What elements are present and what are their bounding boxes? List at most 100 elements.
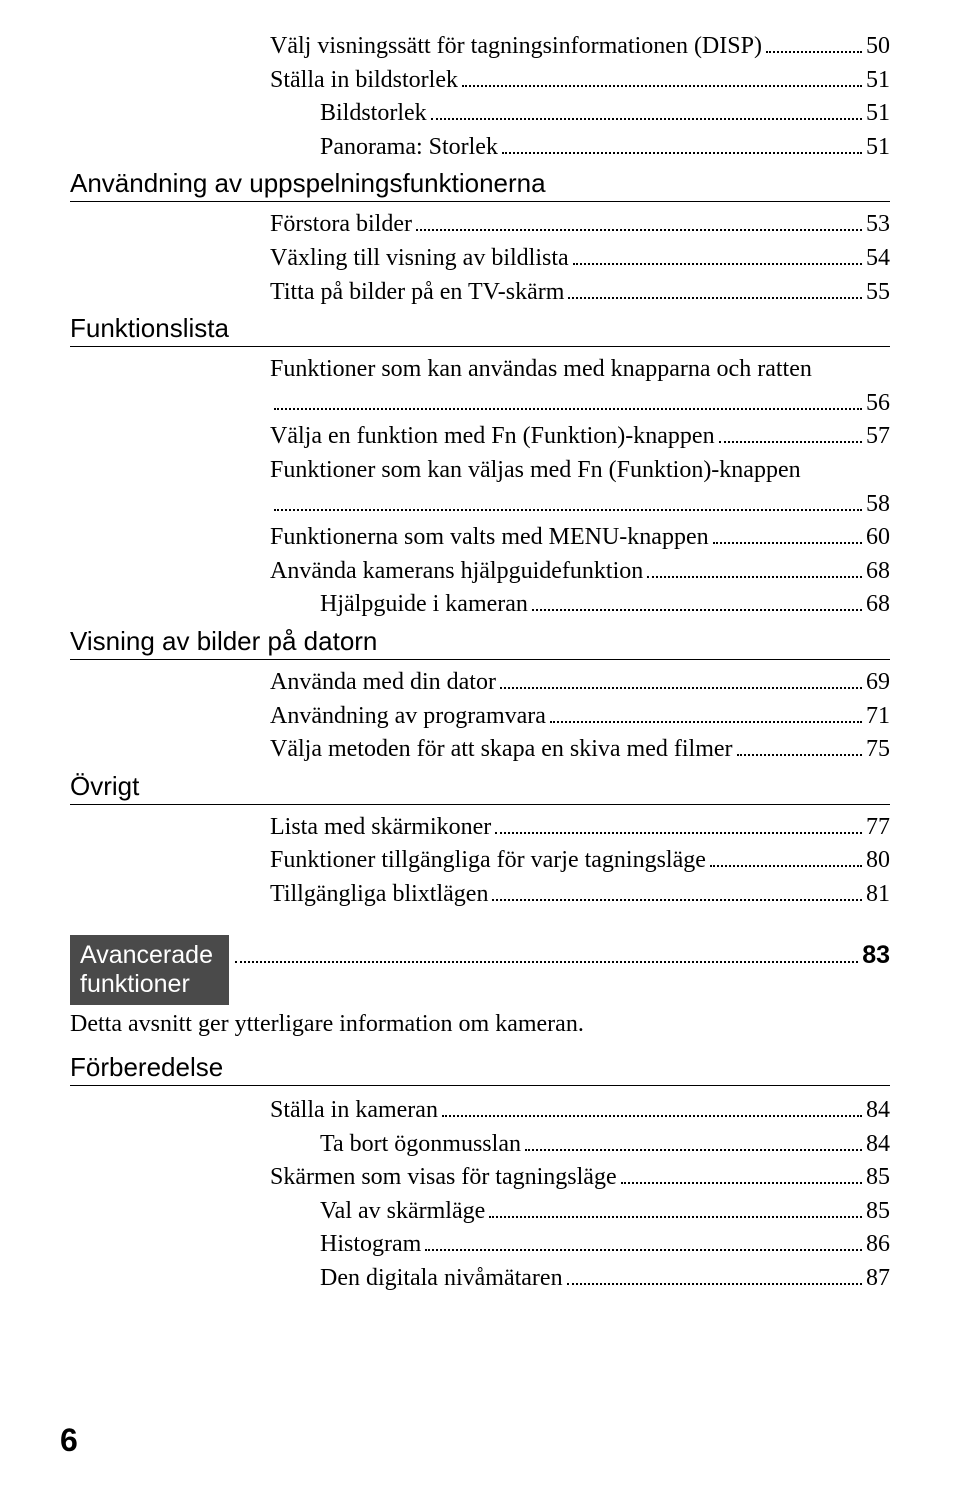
toc-group: Förstora bilder53Växling till visning av… [70,208,890,309]
leader-dots [766,51,862,53]
toc-entry: Den digitala nivåmätaren 87 [70,1262,890,1296]
toc-entry-label: Val av skärmläge [320,1195,485,1229]
leader-dots [525,1149,862,1151]
toc-entry-page: 86 [866,1228,890,1262]
toc-entry: 58 [70,488,890,522]
toc-entry-page: 55 [866,276,890,310]
toc-entry-label: Den digitala nivåmätaren [320,1262,563,1296]
toc-entry-page: 87 [866,1262,890,1296]
toc-entry-page: 56 [866,387,890,421]
toc-entry-label: Lista med skärmikoner [270,811,491,845]
toc-entry-page: 71 [866,700,890,734]
leader-dots [567,1283,862,1285]
toc-entry: Lista med skärmikoner 77 [70,811,890,845]
toc-entry: Bildstorlek51 [70,97,890,131]
advanced-box-line2: funktioner [80,970,213,999]
toc-entry: Välja metoden för att skapa en skiva med… [70,733,890,767]
toc-entry-label: Välja en funktion med Fn (Funktion)-knap… [270,420,715,454]
section-heading-other: Övrigt [70,771,890,805]
toc-entry-page: 84 [866,1094,890,1128]
toc-entry-label: Använda kamerans hjälpguidefunktion [270,555,643,589]
toc-entry-label: Funktionerna som valts med MENU-knappen [270,521,709,555]
section-heading-computer-viewing: Visning av bilder på datorn [70,626,890,660]
toc-entry: Val av skärmläge 85 [70,1195,890,1229]
toc-entry: Ställa in kameran 84 [70,1094,890,1128]
leader-dots [568,297,862,299]
toc-entry: Hjälpguide i kameran 68 [70,588,890,622]
toc-entry-page: 54 [866,242,890,276]
toc-entry: Ställa in bildstorlek 51 [70,64,890,98]
section-heading-preparation: Förberedelse [70,1052,890,1086]
leader-dots [425,1249,862,1251]
page: Välj visningssätt för tagningsinformatio… [0,0,960,1489]
toc-entry: Använda kamerans hjälpguidefunktion 68 [70,555,890,589]
section-heading-function-list: Funktionslista [70,313,890,347]
toc-entry-page: 58 [866,488,890,522]
toc-entry-page: 51 [866,64,890,98]
toc-entry-page: 69 [866,666,890,700]
leader-dots [462,85,862,87]
leader-dots [495,832,862,834]
toc-entry-label: Titta på bilder på en TV-skärm [270,276,564,310]
toc-entry: Ta bort ögonmusslan84 [70,1128,890,1162]
toc-entry: Funktionerna som valts med MENU-knappen 6… [70,521,890,555]
advanced-functions-row: Avancerade funktioner 83 [70,935,890,1005]
leader-dots [500,687,862,689]
toc-entry-page: 53 [866,208,890,242]
leader-dots [710,865,862,867]
toc-entry: Tillgängliga blixtlägen81 [70,878,890,912]
toc-entry-label: Förstora bilder [270,208,412,242]
leader-dots [502,152,862,154]
toc-entry-label: Histogram [320,1228,421,1262]
toc-entry-label: Välj visningssätt för tagningsinformatio… [270,30,762,64]
advanced-functions-box: Avancerade funktioner [70,935,229,1005]
leader-dots [573,263,862,265]
toc-entry-label: Växling till visning av bildlista [270,242,569,276]
toc-entry-page: 60 [866,521,890,555]
toc-entry: Förstora bilder 53 [70,208,890,242]
toc-entry-page: 50 [866,30,890,64]
leader-dots [274,509,862,511]
leader-dots [621,1182,862,1184]
advanced-page-number: 83 [862,941,890,970]
toc-group: Välj visningssätt för tagningsinformatio… [70,30,890,164]
toc-entry: Välja en funktion med Fn (Funktion)-knap… [70,420,890,454]
toc-entry: Histogram 86 [70,1228,890,1262]
toc-entry-page: 85 [866,1195,890,1229]
toc-entry: Funktioner tillgängliga för varje tagnin… [70,844,890,878]
toc-entry-label: Välja metoden för att skapa en skiva med… [270,733,733,767]
toc-group: Lista med skärmikoner 77Funktioner tillgä… [70,811,890,912]
leader-dots [550,721,862,723]
leader-dots [737,754,862,756]
toc-entry: Välj visningssätt för tagningsinformatio… [70,30,890,64]
leader-dots [489,1216,862,1218]
section-heading-playback: Användning av uppspelningsfunktionerna [70,168,890,202]
leader-dots [274,408,862,410]
toc-entry-label: Tillgängliga blixtlägen [270,878,488,912]
toc-entry-page: 51 [866,97,890,131]
toc-entry-label: Funktioner som kan användas med knapparn… [70,353,890,387]
toc-entry: Användning av programvara 71 [70,700,890,734]
toc-entry-page: 68 [866,555,890,589]
toc-entry-page: 77 [866,811,890,845]
leader-dots [235,961,858,963]
leader-dots [442,1115,862,1117]
toc-entry-label: Använda med din dator [270,666,496,700]
toc-entry: Skärmen som visas för tagningsläge85 [70,1161,890,1195]
advanced-desc: Detta avsnitt ger ytterligare informatio… [70,1011,890,1038]
toc-entry-page: 75 [866,733,890,767]
leader-dots [431,118,862,120]
toc-entry-page: 80 [866,844,890,878]
leader-dots [713,542,862,544]
toc-entry-label: Användning av programvara [270,700,546,734]
toc-entry-label: Ställa in bildstorlek [270,64,458,98]
toc-group: Funktioner som kan användas med knapparn… [70,353,890,622]
leader-dots [416,229,862,231]
toc-entry-label: Funktioner som kan väljas med Fn (Funkti… [70,454,890,488]
toc-entry-label: Hjälpguide i kameran [320,588,528,622]
leader-dots [647,576,862,578]
toc-entry-label: Skärmen som visas för tagningsläge [270,1161,617,1195]
toc-entry: Växling till visning av bildlista 54 [70,242,890,276]
toc-entry-page: 68 [866,588,890,622]
toc-entry-label: Ställa in kameran [270,1094,438,1128]
